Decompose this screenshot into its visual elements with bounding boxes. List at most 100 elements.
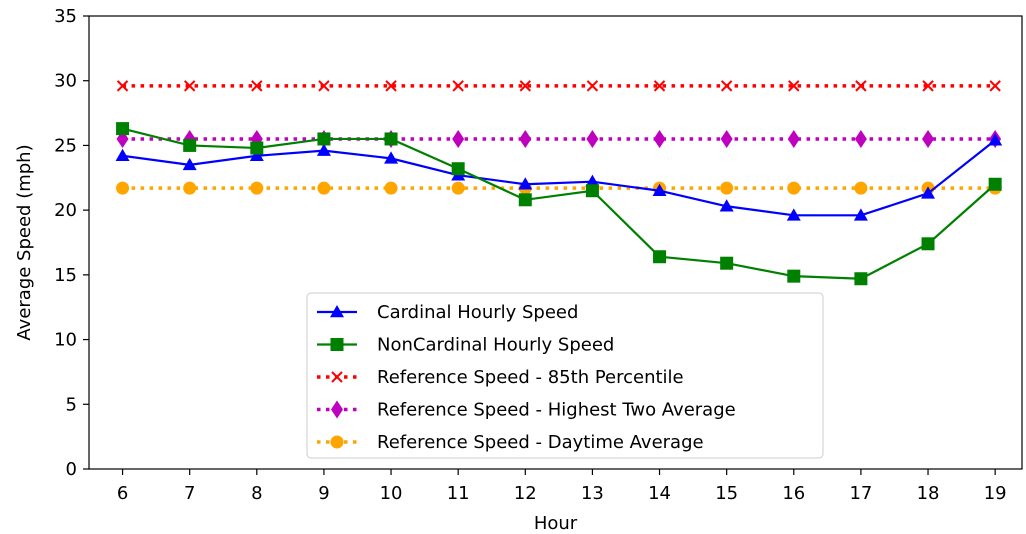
x-tick-label: 9 xyxy=(318,483,329,504)
data-point xyxy=(854,129,867,148)
data-point xyxy=(317,181,331,195)
data-point xyxy=(116,80,129,92)
x-axis: 6 7 8 9 10 11 12 13 14 15 16 17 18 19 xyxy=(117,469,1007,504)
legend-label: Cardinal Hourly Speed xyxy=(377,302,578,323)
series-line xyxy=(122,139,996,217)
data-point xyxy=(854,272,868,286)
y-tick-label: 35 xyxy=(54,6,77,27)
data-point xyxy=(183,138,197,152)
x-tick-label: 18 xyxy=(917,483,940,504)
data-point xyxy=(921,186,936,199)
legend-item-reference-speed-daytime-average: Reference Speed - Daytime Average xyxy=(317,432,704,453)
legend-label: NonCardinal Hourly Speed xyxy=(377,335,614,356)
legend-box xyxy=(306,292,824,459)
data-point xyxy=(452,129,465,148)
data-point xyxy=(451,181,465,195)
data-point xyxy=(653,250,667,264)
data-point xyxy=(653,80,666,92)
y-tick-label: 15 xyxy=(54,265,77,286)
data-point xyxy=(921,237,935,251)
y-tick-label: 10 xyxy=(54,330,77,351)
y-axis: 0 5 10 15 20 25 30 35 xyxy=(54,6,89,480)
data-point xyxy=(787,129,800,148)
legend-item-reference-speed-highest-two-average: Reference Speed - Highest Two Average xyxy=(317,400,736,421)
data-point xyxy=(519,129,532,148)
legend-item-cardinal-hourly-speed: Cardinal Hourly Speed xyxy=(317,302,578,323)
data-point xyxy=(116,122,130,136)
legend: Cardinal Hourly Speed NonCardinal Hourly … xyxy=(306,292,824,459)
x-tick-label: 13 xyxy=(581,483,604,504)
series-noncardinal-hourly-speed xyxy=(116,122,1002,286)
data-point xyxy=(183,80,196,92)
data-point xyxy=(518,177,533,190)
data-point xyxy=(318,80,330,92)
data-point xyxy=(384,151,399,164)
x-tick-label: 12 xyxy=(514,483,537,504)
data-point xyxy=(720,181,734,195)
data-point xyxy=(719,199,734,212)
x-tick-label: 17 xyxy=(849,483,872,504)
series-layer xyxy=(115,80,1003,286)
series-reference-speed-highest-two-average xyxy=(116,129,1002,148)
plot-area-frame xyxy=(88,15,1023,470)
data-point xyxy=(788,80,800,92)
x-tick-label: 15 xyxy=(715,483,738,504)
legend-marker xyxy=(330,338,344,351)
x-tick-label: 16 xyxy=(782,483,805,504)
x-tick-label: 11 xyxy=(447,483,470,504)
data-point xyxy=(518,193,532,207)
data-point xyxy=(855,80,867,92)
data-point xyxy=(250,181,264,195)
data-point xyxy=(384,132,398,146)
data-point xyxy=(585,184,599,198)
series-line xyxy=(122,127,996,280)
legend-label: Reference Speed - Daytime Average xyxy=(377,432,704,453)
legend-item-noncardinal-hourly-speed: NonCardinal Hourly Speed xyxy=(317,335,614,356)
data-point xyxy=(249,148,264,162)
data-point xyxy=(519,80,532,92)
data-point xyxy=(115,148,130,162)
data-point xyxy=(787,181,801,195)
x-axis-title: Hour xyxy=(534,513,578,534)
data-point xyxy=(787,269,801,283)
x-tick-label: 8 xyxy=(251,483,262,504)
data-point xyxy=(988,177,1002,191)
series-cardinal-hourly-speed xyxy=(115,133,1003,221)
x-tick-label: 6 xyxy=(117,483,128,504)
data-point xyxy=(183,181,197,195)
data-point xyxy=(182,157,197,171)
data-point xyxy=(317,132,331,146)
data-point xyxy=(586,80,599,92)
legend-marker xyxy=(331,400,343,419)
y-tick-label: 20 xyxy=(54,200,77,221)
data-point xyxy=(251,80,263,92)
data-point xyxy=(385,80,397,92)
data-point xyxy=(384,181,398,195)
data-point xyxy=(988,133,1003,146)
data-point xyxy=(250,141,264,155)
x-tick-label: 7 xyxy=(184,483,195,504)
data-point xyxy=(853,208,868,221)
data-point xyxy=(586,129,599,148)
data-point xyxy=(652,183,667,196)
data-point xyxy=(786,208,801,221)
data-point xyxy=(989,80,1001,92)
data-point xyxy=(653,129,666,148)
legend-label: Reference Speed - Highest Two Average xyxy=(377,400,736,421)
legend-item-reference-speed-85th-percentile: Reference Speed - 85th Percentile xyxy=(317,367,684,388)
data-point xyxy=(854,181,868,195)
data-point xyxy=(720,129,733,148)
data-point xyxy=(452,80,464,92)
legend-marker xyxy=(330,305,344,318)
x-tick-label: 14 xyxy=(648,483,671,504)
y-axis-title: Average Speed (mph) xyxy=(14,144,35,340)
legend-label: Reference Speed - 85th Percentile xyxy=(377,367,684,388)
data-point xyxy=(720,80,733,92)
y-tick-label: 25 xyxy=(54,135,77,156)
data-point xyxy=(451,162,465,176)
y-tick-label: 30 xyxy=(54,71,77,92)
data-point xyxy=(116,181,130,195)
data-point xyxy=(316,143,331,156)
legend-marker xyxy=(331,371,343,383)
